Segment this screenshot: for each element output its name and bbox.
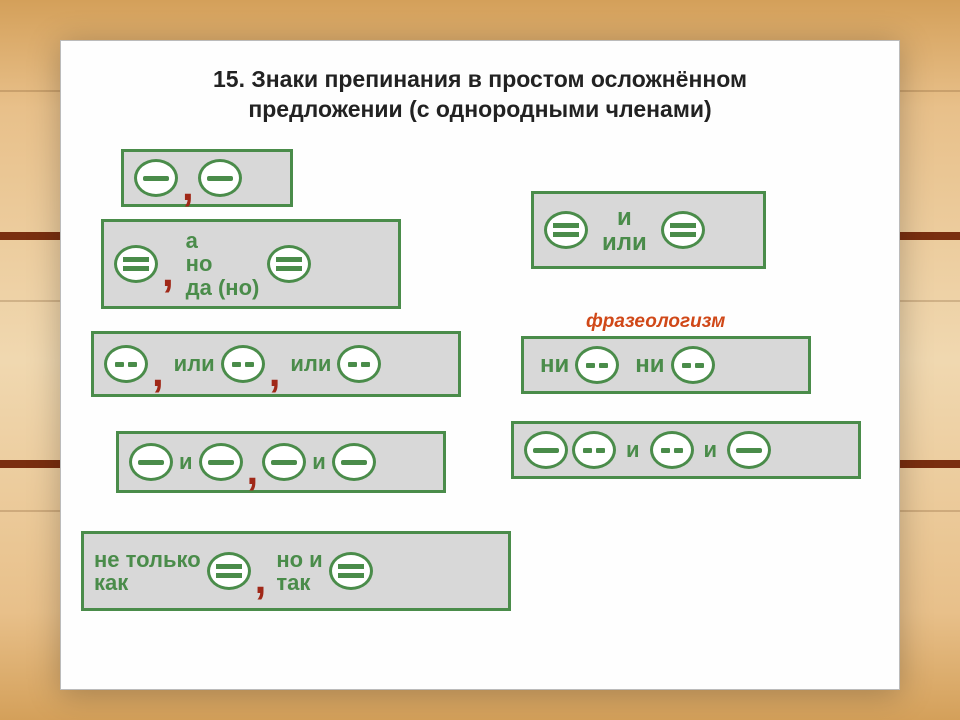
box-correlative: не только как , но и так <box>81 531 511 611</box>
adversative-stack: а но да (но) <box>186 229 260 298</box>
conj-no-i: но и <box>276 548 322 571</box>
conj-i: и <box>312 449 326 475</box>
dash-icon <box>337 345 381 383</box>
comma: , <box>255 555 267 603</box>
predicate-icon <box>661 211 705 249</box>
predicate-icon <box>207 552 251 590</box>
conj-tak: так <box>276 571 322 594</box>
subject-icon <box>199 443 243 481</box>
conj-ili: или <box>602 230 647 255</box>
subject-icon <box>134 159 178 197</box>
conj-i: и <box>179 449 193 475</box>
slide: 15. Знаки препинания в простом осложнённ… <box>60 40 900 690</box>
conj-ni: ни <box>635 351 664 379</box>
predicate-icon <box>114 245 158 283</box>
comma: , <box>152 348 164 396</box>
box-adversative: , а но да (но) <box>101 219 401 309</box>
conj-ni: ни <box>540 351 569 379</box>
subject-icon <box>129 443 173 481</box>
subject-icon <box>524 431 568 469</box>
conj-kak: как <box>94 571 201 594</box>
comma: , <box>182 162 194 210</box>
subject-icon <box>332 443 376 481</box>
phrase-label: фразеологизм <box>586 311 725 333</box>
conj-a: а <box>186 229 260 252</box>
i-ili-stack: и или <box>602 205 647 255</box>
conj-ne-tolko: не только <box>94 548 201 571</box>
slide-title: 15. Знаки препинания в простом осложнённ… <box>61 65 899 125</box>
box-single-comma: , <box>121 149 293 207</box>
left-stack: не только как <box>94 548 201 594</box>
comma: , <box>269 348 281 396</box>
comma: , <box>162 248 174 296</box>
title-line2: предложении (с однородными членами) <box>248 96 711 122</box>
conj-i: и <box>704 437 718 463</box>
box-ni-ni: ни ни <box>521 336 811 394</box>
subject-icon <box>727 431 771 469</box>
title-line1: 15. Знаки препинания в простом осложнённ… <box>213 66 747 92</box>
dash-icon <box>104 345 148 383</box>
conj-da-no: да (но) <box>186 276 260 299</box>
conj-no: но <box>186 252 260 275</box>
conj-i: и <box>626 437 640 463</box>
predicate-icon <box>267 245 311 283</box>
conj-ili: или <box>290 351 331 377</box>
predicate-icon <box>544 211 588 249</box>
subject-icon <box>198 159 242 197</box>
dash-icon <box>221 345 265 383</box>
box-repeated-ili: , или , или <box>91 331 461 397</box>
dash-icon <box>575 346 619 384</box>
subject-icon <box>262 443 306 481</box>
predicate-icon <box>329 552 373 590</box>
box-pairs-i: и , и <box>116 431 446 493</box>
comma: , <box>247 446 259 494</box>
right-stack: но и так <box>276 548 322 594</box>
box-single-i-ili: и или <box>531 191 766 269</box>
dash-icon <box>671 346 715 384</box>
box-mixed-i: и и <box>511 421 861 479</box>
conj-i: и <box>617 205 632 230</box>
dash-icon <box>572 431 616 469</box>
dash-icon <box>650 431 694 469</box>
conj-ili: или <box>174 351 215 377</box>
